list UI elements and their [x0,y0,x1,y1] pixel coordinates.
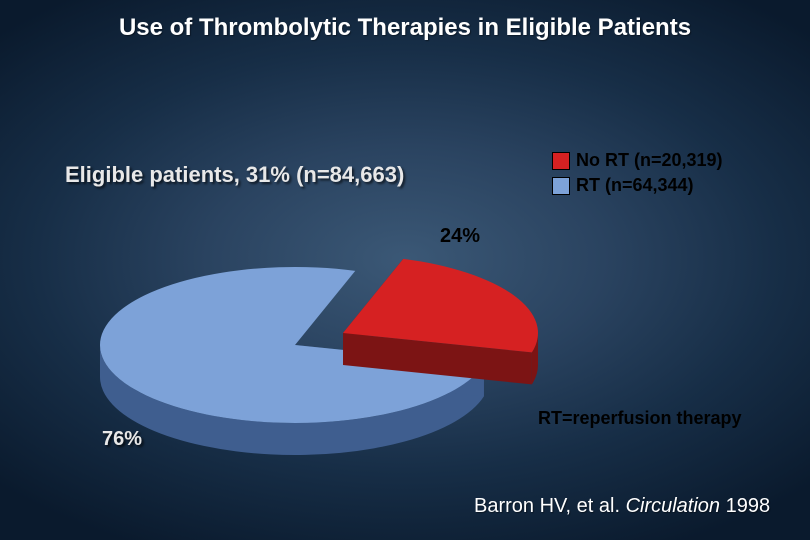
slide: Use of Thrombolytic Therapies in Eligibl… [0,0,810,540]
legend-swatch-no-rt [552,152,570,170]
citation-year: 1998 [720,495,770,517]
citation-journal: Circulation [626,495,720,517]
slice-label-no-rt: 24% [440,225,480,248]
legend: No RT (n=20,319) RT (n=64,344) [552,150,723,200]
legend-swatch-rt [552,177,570,195]
slice-label-rt: 76% [102,428,142,451]
legend-label-rt: RT (n=64,344) [576,175,694,196]
slide-title: Use of Thrombolytic Therapies in Eligibl… [0,14,810,42]
eligible-subtitle: Eligible patients, 31% (n=84,663) [65,162,404,188]
footnote: RT=reperfusion therapy [538,408,742,429]
citation: Barron HV, et al. Circulation 1998 [474,495,770,518]
pie-chart [85,250,505,450]
legend-item-rt: RT (n=64,344) [552,175,723,196]
legend-label-no-rt: No RT (n=20,319) [576,150,723,171]
legend-item-no-rt: No RT (n=20,319) [552,150,723,171]
citation-authors: Barron HV, et al. [474,495,626,517]
